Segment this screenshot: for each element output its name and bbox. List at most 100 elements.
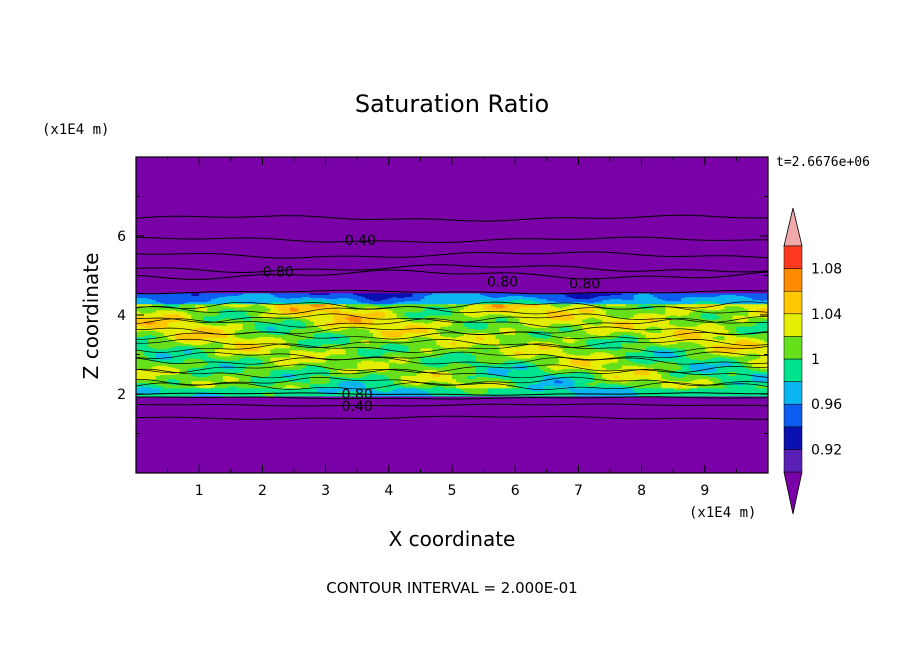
field-cell — [246, 380, 252, 383]
field-cell — [167, 384, 173, 387]
field-cell — [744, 381, 749, 384]
field-cell — [143, 394, 149, 397]
field-cell — [645, 385, 651, 388]
field-cell — [365, 377, 370, 380]
field-cell — [171, 378, 177, 381]
field-cell — [286, 368, 291, 370]
field-cell — [404, 392, 410, 395]
field-cell — [428, 367, 433, 369]
field-cell — [254, 380, 260, 383]
field-cell — [262, 377, 267, 380]
field-cell — [582, 384, 587, 387]
field-cell — [207, 387, 212, 390]
field-cell — [523, 374, 528, 376]
field-cell — [673, 365, 678, 367]
field-cell — [147, 373, 153, 375]
field-cell — [428, 376, 433, 379]
field-cell — [278, 377, 283, 380]
field-cell — [625, 381, 631, 384]
field-cell — [677, 377, 682, 380]
field-cell — [353, 390, 358, 393]
field-cell — [503, 388, 508, 391]
field-cell — [341, 379, 346, 382]
field-cell — [333, 376, 339, 379]
field-cell — [278, 390, 283, 393]
field-cell — [681, 386, 686, 389]
field-cell — [179, 385, 184, 388]
field-cell — [546, 382, 552, 385]
field-cell — [412, 385, 418, 388]
field-cell — [704, 393, 710, 396]
field-cell — [266, 389, 271, 392]
field-cell — [681, 376, 686, 379]
field-cell — [376, 390, 382, 393]
field-cell — [238, 391, 244, 394]
field-cell — [459, 373, 465, 375]
field-cell — [199, 366, 204, 368]
field-cell — [321, 391, 327, 394]
field-cell — [384, 373, 390, 375]
field-cell — [136, 379, 141, 382]
field-cell — [191, 394, 196, 397]
field-cell — [546, 381, 552, 384]
field-cell — [764, 377, 768, 380]
field-cell — [661, 387, 666, 390]
field-cell — [617, 379, 623, 382]
field-cell — [578, 371, 583, 373]
field-cell — [463, 375, 469, 378]
field-cell — [183, 393, 188, 396]
field-cell — [712, 364, 718, 366]
field-cell — [586, 391, 591, 394]
field-cell — [420, 378, 425, 381]
field-cell — [689, 376, 694, 379]
field-cell — [574, 394, 579, 397]
field-cell — [625, 368, 631, 370]
field-cell — [218, 373, 224, 375]
field-cell — [211, 394, 216, 397]
field-cell — [531, 366, 536, 368]
field-cell — [238, 373, 244, 375]
field-cell — [301, 371, 307, 373]
field-cell — [444, 389, 449, 392]
field-cell — [282, 378, 287, 381]
field-cell — [736, 380, 741, 383]
field-cell — [673, 372, 678, 374]
field-cell — [661, 382, 666, 385]
field-cell — [250, 371, 256, 373]
field-cell — [578, 375, 583, 378]
field-cell — [341, 365, 346, 367]
field-cell — [689, 369, 694, 371]
field-cell — [199, 382, 204, 385]
field-cell — [720, 385, 726, 388]
field-cell — [463, 365, 469, 367]
field-cell — [550, 391, 556, 394]
field-cell — [708, 375, 714, 378]
field-cell — [195, 367, 200, 369]
field-cell — [151, 388, 157, 391]
field-cell — [203, 365, 208, 367]
field-cell — [215, 373, 220, 375]
field-cell — [503, 377, 508, 380]
field-cell — [297, 389, 303, 392]
field-cell — [444, 364, 449, 366]
field-cell — [542, 387, 548, 390]
field-cell — [602, 365, 607, 367]
field-cell — [507, 391, 512, 394]
field-cell — [720, 376, 726, 379]
field-cell — [744, 388, 749, 391]
field-cell — [218, 365, 224, 367]
field-cell — [238, 394, 244, 397]
field-cell — [463, 366, 469, 368]
field-cell — [329, 376, 335, 379]
field-cell — [195, 366, 200, 368]
field-cell — [578, 381, 583, 384]
field-cell — [657, 393, 662, 396]
field-cell — [689, 390, 694, 393]
field-cell — [167, 364, 173, 366]
field-cell — [590, 391, 595, 394]
field-cell — [361, 388, 366, 391]
field-cell — [297, 372, 303, 374]
field-cell — [503, 372, 508, 374]
field-cell — [657, 366, 662, 368]
field-cell — [230, 383, 236, 386]
